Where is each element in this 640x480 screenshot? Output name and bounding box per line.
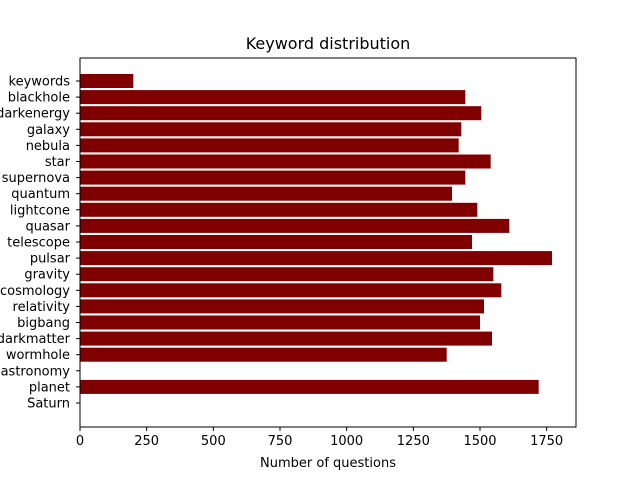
bar-supernova: [80, 170, 466, 185]
y-tick-label-star: star: [45, 155, 71, 170]
bar-darkenergy: [80, 106, 482, 121]
y-tick-label-galaxy: galaxy: [27, 123, 70, 138]
x-tick-label-1500: 1500: [463, 434, 496, 449]
x-tick-label-750: 750: [268, 434, 293, 449]
x-tick-label-250: 250: [134, 434, 159, 449]
x-tick-label-1000: 1000: [330, 434, 363, 449]
bar-galaxy: [80, 122, 462, 137]
bar-gravity: [80, 267, 494, 282]
y-tick-label-keywords: keywords: [9, 75, 71, 90]
bar-darkmatter: [80, 331, 492, 346]
bar-keywords: [80, 74, 134, 88]
x-tick-label-1250: 1250: [397, 434, 430, 449]
plot-frame: [79, 57, 577, 428]
bar-bigbang: [80, 315, 480, 330]
x-tick-label-1750: 1750: [530, 434, 563, 449]
bars-group: [80, 74, 552, 394]
x-axis: 0 250 500 750 1000 1250 1500 1750: [76, 427, 563, 449]
bar-star: [80, 154, 491, 169]
y-tick-label-supernova: supernova: [2, 171, 70, 186]
y-tick-label-saturn: Saturn: [27, 397, 70, 412]
chart-title: Keyword distribution: [246, 34, 411, 53]
y-tick-label-blackhole: blackhole: [8, 91, 70, 106]
y-tick-label-wormhole: wormhole: [6, 348, 70, 363]
bar-blackhole: [80, 90, 466, 105]
y-tick-label-lightcone: lightcone: [10, 203, 70, 218]
bar-pulsar: [80, 251, 552, 266]
y-axis: keywordsblackholedarkenergygalaxynebulas…: [0, 75, 80, 412]
y-tick-label-darkenergy: darkenergy: [0, 107, 70, 122]
bar-lightcone: [80, 202, 478, 217]
bar-quasar: [80, 218, 510, 233]
x-tick-label-0: 0: [76, 434, 84, 449]
bar-quantum: [80, 186, 452, 201]
y-tick-label-quasar: quasar: [25, 219, 70, 234]
y-tick-label-astronomy: astronomy: [1, 364, 71, 379]
y-tick-label-relativity: relativity: [13, 300, 71, 315]
bar-cosmology: [80, 283, 502, 298]
y-tick-label-nebula: nebula: [26, 139, 70, 154]
y-tick-label-gravity: gravity: [24, 268, 70, 283]
y-tick-label-pulsar: pulsar: [30, 252, 71, 267]
bar-relativity: [80, 299, 484, 314]
bar-wormhole: [80, 347, 447, 362]
bar-telescope: [80, 235, 472, 249]
y-tick-label-quantum: quantum: [11, 187, 70, 202]
y-tick-label-darkmatter: darkmatter: [0, 332, 71, 347]
x-tick-label-500: 500: [201, 434, 226, 449]
y-tick-label-planet: planet: [29, 380, 70, 395]
bar-nebula: [80, 138, 459, 153]
y-tick-label-bigbang: bigbang: [17, 316, 70, 331]
bar-planet: [80, 379, 539, 394]
y-tick-label-telescope: telescope: [7, 236, 70, 251]
y-tick-label-cosmology: cosmology: [0, 284, 70, 299]
x-axis-label: Number of questions: [260, 456, 396, 471]
